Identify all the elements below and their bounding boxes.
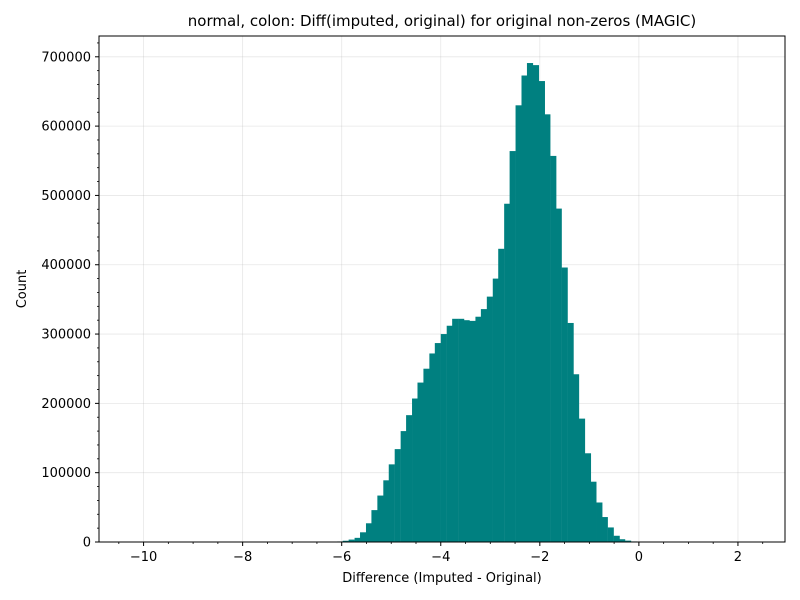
histogram-bar (504, 204, 510, 542)
chart-title: normal, colon: Diff(imputed, original) f… (188, 12, 696, 30)
x-tick-label: −4 (431, 550, 450, 565)
histogram-bar (395, 449, 401, 542)
histogram-bar (585, 453, 591, 542)
histogram-bar (452, 319, 458, 542)
y-tick-label: 0 (83, 536, 91, 551)
histogram-bar (355, 538, 361, 542)
x-axis-ticks: −10 −8 −6 −4 −2 0 2 (119, 542, 763, 565)
histogram-bar (539, 81, 545, 542)
histogram-bar (469, 321, 475, 542)
histogram-bar (533, 65, 539, 542)
x-tick-label: 0 (635, 550, 643, 565)
histogram-bar (412, 399, 418, 542)
histogram-bar (447, 326, 453, 542)
y-tick-label: 300000 (41, 328, 91, 343)
x-tick-label: −10 (130, 550, 157, 565)
x-tick-label: −8 (233, 550, 252, 565)
histogram-bar (527, 63, 533, 542)
y-axis-ticks: 0 100000 200000 300000 400000 500000 600000 700… (41, 43, 99, 551)
y-tick-label: 200000 (41, 397, 91, 412)
histogram-bar (590, 482, 596, 542)
histogram-bar (493, 279, 499, 542)
histogram-bar (366, 523, 372, 542)
histogram-bar (516, 105, 522, 542)
histogram-bar (435, 343, 441, 542)
histogram-bar (608, 527, 614, 542)
histogram-bar (475, 317, 481, 542)
y-tick-label: 100000 (41, 466, 91, 481)
y-axis-label: Count (15, 270, 30, 309)
histogram-bar (510, 151, 516, 542)
histogram-bar (487, 297, 493, 542)
histogram-bar (614, 536, 620, 542)
histogram-bars (331, 63, 642, 542)
histogram-bar (360, 532, 366, 542)
y-tick-label: 700000 (41, 50, 91, 65)
histogram-bar (521, 76, 527, 542)
histogram-bar (377, 496, 383, 542)
histogram-bar (596, 502, 602, 542)
y-tick-label: 400000 (41, 258, 91, 273)
histogram-bar (458, 319, 464, 542)
x-tick-label: −2 (530, 550, 549, 565)
histogram-bar (562, 268, 568, 542)
histogram-bar (406, 415, 412, 542)
histogram-bar (383, 480, 389, 542)
histogram-bar (498, 249, 504, 542)
histogram-bar (429, 353, 435, 542)
y-tick-label: 600000 (41, 120, 91, 135)
y-tick-label: 500000 (41, 189, 91, 204)
histogram-bar (481, 309, 487, 542)
histogram-bar (423, 369, 429, 542)
histogram-bar (371, 510, 377, 542)
histogram-bar (441, 334, 447, 542)
histogram-bar (417, 383, 423, 542)
histogram-bar (573, 374, 579, 542)
histogram-bar (464, 320, 470, 542)
histogram-bar (602, 517, 608, 542)
histogram-bar (579, 419, 585, 542)
histogram-bar (550, 156, 556, 542)
histogram-bar (568, 323, 574, 542)
x-tick-label: 2 (734, 550, 742, 565)
histogram-bar (401, 431, 407, 542)
histogram-bar (544, 114, 550, 542)
histogram-bar (556, 209, 562, 542)
x-tick-label: −6 (332, 550, 351, 565)
x-axis-label: Difference (Imputed - Original) (342, 571, 541, 586)
histogram-bar (389, 464, 395, 542)
